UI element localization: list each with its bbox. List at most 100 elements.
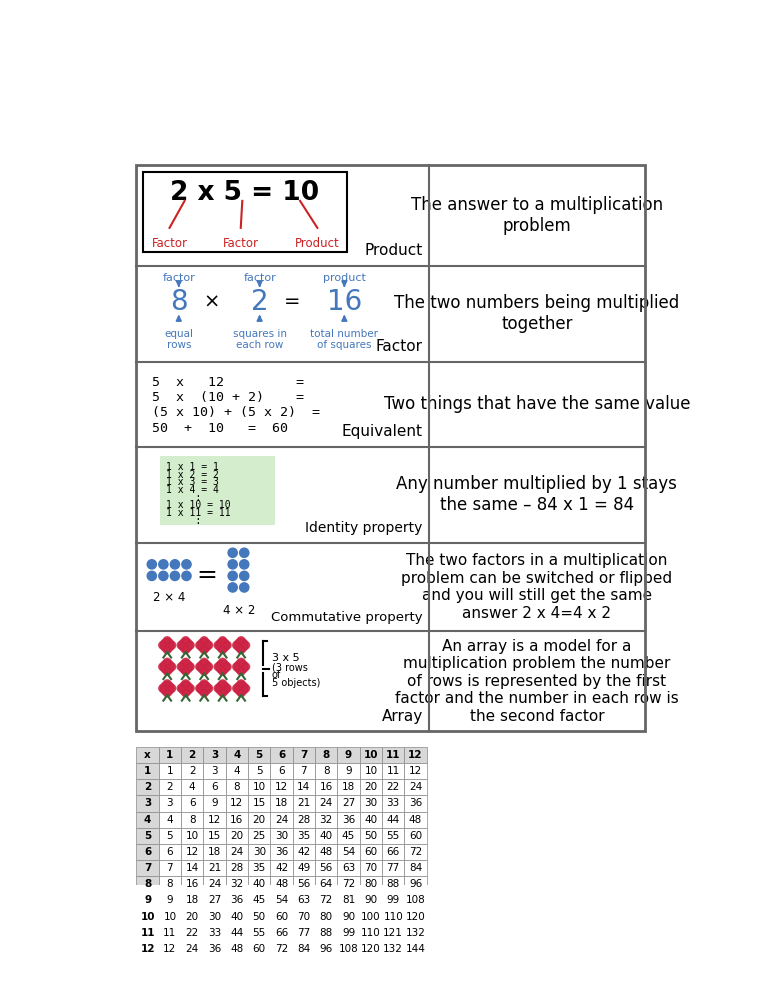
- Circle shape: [164, 637, 171, 644]
- Bar: [382, 941, 405, 957]
- Text: 18: 18: [275, 798, 288, 808]
- Text: 3: 3: [211, 749, 218, 760]
- Bar: [159, 893, 181, 909]
- Text: of: of: [272, 670, 281, 680]
- Bar: [181, 746, 204, 763]
- Text: 28: 28: [230, 863, 243, 873]
- Text: 30: 30: [364, 798, 377, 808]
- Circle shape: [228, 548, 237, 558]
- Circle shape: [200, 637, 208, 644]
- Bar: [248, 909, 270, 924]
- Text: 21: 21: [297, 798, 310, 808]
- Text: 8: 8: [233, 782, 240, 792]
- Text: 90: 90: [364, 896, 377, 906]
- Text: Any number multiplied by 1 stays
the same – 84 x 1 = 84: Any number multiplied by 1 stays the sam…: [396, 475, 677, 514]
- Text: =: =: [283, 292, 300, 311]
- Bar: [382, 909, 405, 924]
- Bar: [159, 844, 181, 860]
- Circle shape: [147, 560, 157, 569]
- Text: The answer to a multiplication
problem: The answer to a multiplication problem: [411, 196, 663, 235]
- Text: 50: 50: [253, 911, 266, 921]
- Text: 72: 72: [342, 880, 355, 890]
- Bar: [382, 844, 405, 860]
- Text: 2 x 5 = 10: 2 x 5 = 10: [170, 180, 319, 206]
- Text: 12: 12: [208, 815, 221, 825]
- Text: 1: 1: [144, 766, 151, 776]
- Bar: [293, 924, 315, 941]
- Text: 3: 3: [211, 766, 218, 776]
- Text: 18: 18: [342, 782, 355, 792]
- Text: 20: 20: [253, 815, 266, 825]
- Bar: [226, 746, 248, 763]
- Bar: [359, 779, 382, 795]
- Bar: [337, 909, 359, 924]
- Bar: [382, 811, 405, 828]
- Circle shape: [214, 685, 222, 692]
- Circle shape: [216, 638, 230, 652]
- Bar: [405, 811, 427, 828]
- Bar: [382, 876, 405, 893]
- Text: =: =: [197, 564, 217, 587]
- Text: 5  x   12         =: 5 x 12 =: [152, 376, 304, 389]
- Circle shape: [182, 658, 190, 666]
- Circle shape: [242, 685, 250, 692]
- Bar: [226, 795, 248, 811]
- Bar: [137, 763, 159, 779]
- Text: 6: 6: [144, 847, 151, 857]
- Text: factor: factor: [162, 273, 195, 283]
- Text: 56: 56: [319, 863, 333, 873]
- Bar: [226, 941, 248, 957]
- Text: 45: 45: [342, 831, 355, 841]
- Circle shape: [164, 668, 171, 675]
- Circle shape: [240, 572, 249, 580]
- Text: 36: 36: [275, 847, 288, 857]
- Circle shape: [177, 663, 185, 671]
- Text: 60: 60: [253, 944, 266, 954]
- Text: The two factors in a multiplication
problem can be switched or flipped
and you w: The two factors in a multiplication prob…: [401, 554, 672, 620]
- Circle shape: [200, 668, 208, 675]
- Bar: [181, 941, 204, 957]
- Text: 55: 55: [253, 927, 266, 937]
- Bar: [315, 795, 337, 811]
- Bar: [405, 909, 427, 924]
- Text: 63: 63: [342, 863, 355, 873]
- Text: 30: 30: [275, 831, 288, 841]
- Bar: [204, 893, 226, 909]
- Text: 72: 72: [409, 847, 422, 857]
- Circle shape: [223, 685, 231, 692]
- Bar: [359, 893, 382, 909]
- Text: 25: 25: [253, 831, 266, 841]
- Text: total number
of squares: total number of squares: [310, 329, 379, 350]
- Text: 99: 99: [386, 896, 400, 906]
- Bar: [137, 779, 159, 795]
- Bar: [204, 763, 226, 779]
- Text: 108: 108: [339, 944, 359, 954]
- Text: 15: 15: [253, 798, 266, 808]
- Text: 22: 22: [186, 927, 199, 937]
- Bar: [405, 876, 427, 893]
- Bar: [204, 876, 226, 893]
- Text: 50  +  10   =  60: 50 + 10 = 60: [152, 421, 288, 435]
- Circle shape: [182, 646, 190, 654]
- Text: 24: 24: [208, 880, 221, 890]
- Text: 12: 12: [186, 847, 199, 857]
- Text: 33: 33: [208, 927, 221, 937]
- Text: 10: 10: [186, 831, 199, 841]
- Bar: [359, 924, 382, 941]
- Bar: [293, 941, 315, 957]
- Text: 6: 6: [211, 782, 218, 792]
- Bar: [159, 828, 181, 844]
- Text: x: x: [144, 749, 151, 760]
- Bar: [405, 941, 427, 957]
- Bar: [226, 828, 248, 844]
- Text: 9: 9: [211, 798, 218, 808]
- Bar: [159, 924, 181, 941]
- Text: equal
rows: equal rows: [164, 329, 194, 350]
- Text: 4 × 2: 4 × 2: [223, 603, 255, 616]
- Bar: [181, 779, 204, 795]
- Text: 144: 144: [406, 944, 425, 954]
- Text: 5: 5: [256, 749, 263, 760]
- Bar: [293, 763, 315, 779]
- Text: 30: 30: [208, 911, 221, 921]
- Bar: [359, 746, 382, 763]
